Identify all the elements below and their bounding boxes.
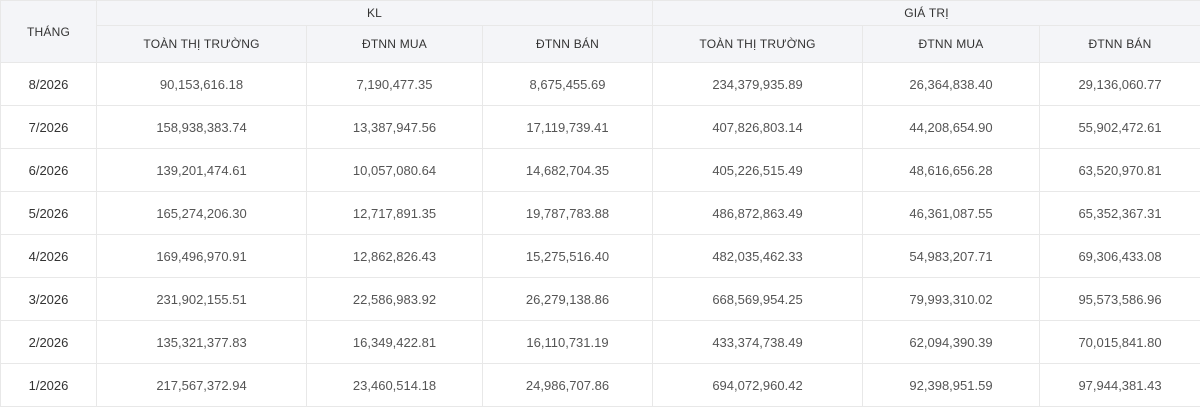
value-foreign-sell-cell: 95,573,586.96 [1040, 278, 1200, 321]
volume-foreign-sell-cell: 8,675,455.69 [483, 63, 653, 106]
volume-foreign-buy-cell: 22,586,983.92 [307, 278, 483, 321]
value-foreign-buy-cell: 48,616,656.28 [863, 149, 1040, 192]
value-foreign-buy-header[interactable]: ĐTNN MUA [863, 26, 1040, 63]
volume-market-cell: 135,321,377.83 [97, 321, 307, 364]
volume-foreign-buy-header[interactable]: ĐTNN MUA [307, 26, 483, 63]
value-foreign-sell-cell: 63,520,970.81 [1040, 149, 1200, 192]
value-market-cell: 405,226,515.49 [653, 149, 863, 192]
volume-foreign-buy-cell: 7,190,477.35 [307, 63, 483, 106]
value-market-cell: 433,374,738.49 [653, 321, 863, 364]
volume-market-cell: 90,153,616.18 [97, 63, 307, 106]
volume-foreign-sell-header[interactable]: ĐTNN BÁN [483, 26, 653, 63]
value-foreign-sell-cell: 97,944,381.43 [1040, 364, 1200, 407]
volume-market-cell: 231,902,155.51 [97, 278, 307, 321]
volume-foreign-sell-cell: 14,682,704.35 [483, 149, 653, 192]
value-foreign-buy-cell: 62,094,390.39 [863, 321, 1040, 364]
value-foreign-buy-cell: 44,208,654.90 [863, 106, 1040, 149]
value-market-cell: 407,826,803.14 [653, 106, 863, 149]
table-header: THÁNG KL GIÁ TRỊ TOÀN THỊ TRƯỜNG ĐTNN MU… [1, 1, 1200, 63]
month-cell: 6/2026 [1, 149, 97, 192]
value-market-cell: 234,379,935.89 [653, 63, 863, 106]
volume-foreign-sell-cell: 15,275,516.40 [483, 235, 653, 278]
month-cell: 8/2026 [1, 63, 97, 106]
value-market-cell: 694,072,960.42 [653, 364, 863, 407]
month-cell: 5/2026 [1, 192, 97, 235]
volume-foreign-sell-cell: 26,279,138.86 [483, 278, 653, 321]
value-foreign-sell-cell: 69,306,433.08 [1040, 235, 1200, 278]
volume-foreign-buy-cell: 12,717,891.35 [307, 192, 483, 235]
value-market-cell: 668,569,954.25 [653, 278, 863, 321]
value-group-header: GIÁ TRỊ [653, 1, 1200, 26]
value-foreign-sell-cell: 70,015,841.80 [1040, 321, 1200, 364]
value-foreign-buy-cell: 54,983,207.71 [863, 235, 1040, 278]
volume-foreign-buy-cell: 23,460,514.18 [307, 364, 483, 407]
value-foreign-sell-header[interactable]: ĐTNN BÁN [1040, 26, 1200, 63]
volume-foreign-buy-cell: 16,349,422.81 [307, 321, 483, 364]
month-cell: 4/2026 [1, 235, 97, 278]
month-column-header[interactable]: THÁNG [1, 1, 97, 63]
value-foreign-sell-cell: 29,136,060.77 [1040, 63, 1200, 106]
header-sub-row: TOÀN THỊ TRƯỜNG ĐTNN MUA ĐTNN BÁN TOÀN T… [1, 26, 1200, 63]
volume-market-cell: 158,938,383.74 [97, 106, 307, 149]
value-market-header[interactable]: TOÀN THỊ TRƯỜNG [653, 26, 863, 63]
volume-market-cell: 139,201,474.61 [97, 149, 307, 192]
volume-foreign-buy-cell: 12,862,826.43 [307, 235, 483, 278]
volume-market-cell: 169,496,970.91 [97, 235, 307, 278]
month-cell: 2/2026 [1, 321, 97, 364]
volume-foreign-sell-cell: 24,986,707.86 [483, 364, 653, 407]
volume-market-header[interactable]: TOÀN THỊ TRƯỜNG [97, 26, 307, 63]
volume-foreign-sell-cell: 19,787,783.88 [483, 192, 653, 235]
value-foreign-buy-cell: 26,364,838.40 [863, 63, 1040, 106]
month-cell: 1/2026 [1, 364, 97, 407]
value-foreign-buy-cell: 46,361,087.55 [863, 192, 1040, 235]
volume-market-cell: 165,274,206.30 [97, 192, 307, 235]
volume-foreign-sell-cell: 17,119,739.41 [483, 106, 653, 149]
value-market-cell: 482,035,462.33 [653, 235, 863, 278]
volume-foreign-buy-cell: 10,057,080.64 [307, 149, 483, 192]
header-group-row: THÁNG KL GIÁ TRỊ [1, 1, 1200, 26]
volume-foreign-buy-cell: 13,387,947.56 [307, 106, 483, 149]
value-foreign-sell-cell: 55,902,472.61 [1040, 106, 1200, 149]
value-foreign-buy-cell: 92,398,951.59 [863, 364, 1040, 407]
volume-foreign-sell-cell: 16,110,731.19 [483, 321, 653, 364]
volume-market-cell: 217,567,372.94 [97, 364, 307, 407]
value-market-cell: 486,872,863.49 [653, 192, 863, 235]
month-cell: 3/2026 [1, 278, 97, 321]
value-foreign-sell-cell: 65,352,367.31 [1040, 192, 1200, 235]
volume-group-header: KL [97, 1, 653, 26]
value-foreign-buy-cell: 79,993,310.02 [863, 278, 1040, 321]
month-cell: 7/2026 [1, 106, 97, 149]
